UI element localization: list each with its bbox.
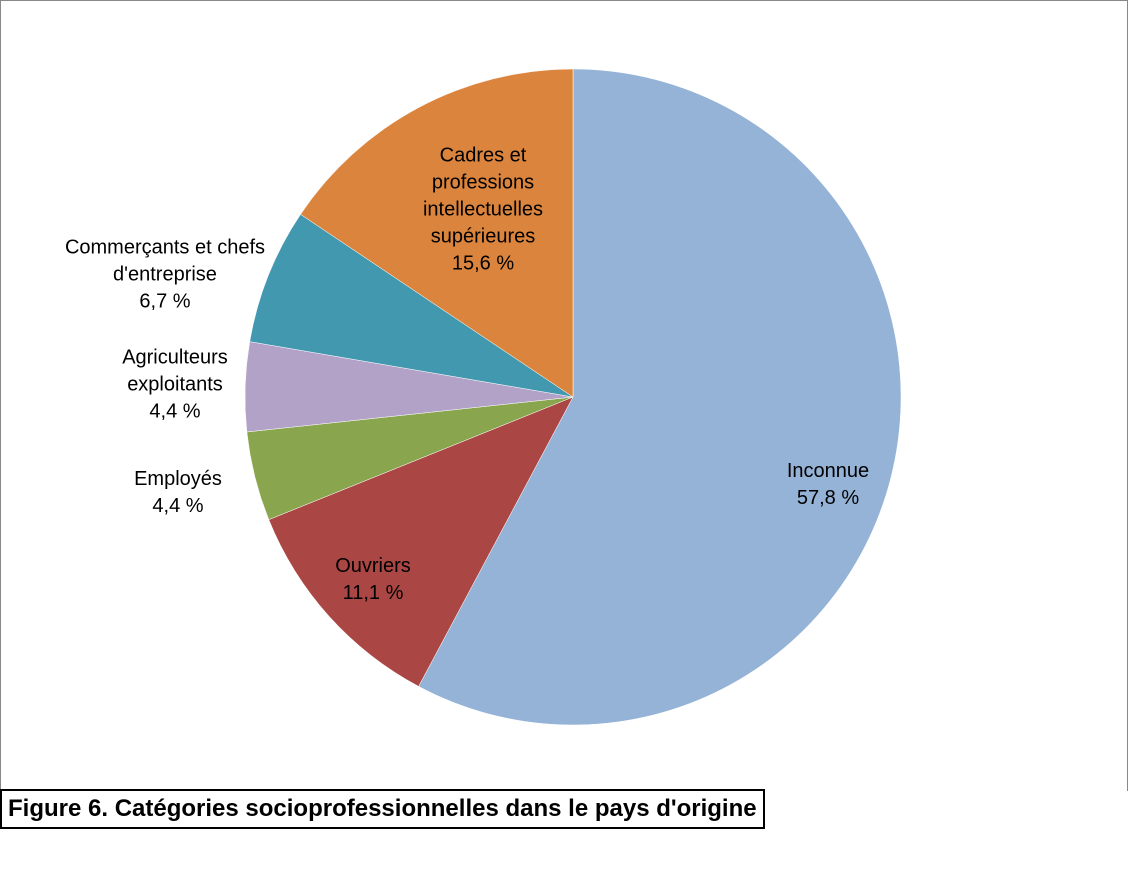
category-label: Employés (134, 468, 222, 490)
category-label: Cadres et professions intellectuelles su… (422, 144, 544, 248)
value-label: 6,7 % (139, 290, 191, 313)
pie-slice (249, 213, 574, 398)
pie-slice (418, 68, 902, 726)
value-label: 57,8 % (796, 487, 860, 509)
pie-slice (268, 396, 574, 687)
category-label: Agriculteurs exploitants (122, 346, 228, 396)
value-label: 11,1 % (342, 582, 404, 604)
pie-slice (300, 68, 574, 398)
slice-label: Cadres et professions intellectuelles su… (393, 143, 573, 278)
category-label: Ouvriers (335, 555, 411, 577)
value-label: 4,4 % (152, 495, 204, 517)
slice-label: Ouvriers 11,1 % (313, 553, 433, 607)
category-label: Inconnue (786, 460, 870, 482)
value-label: 15,6 % (451, 252, 515, 275)
value-label: 4,4 % (149, 400, 201, 423)
category-label: Commerçants et chefs d'entreprise (64, 236, 266, 286)
slice-label: Employés 4,4 % (118, 466, 238, 520)
slice-label: Inconnue 57,8 % (768, 458, 888, 512)
slice-label: Commerçants et chefs d'entreprise 6,7 % (60, 235, 270, 316)
slice-label: Agriculteurs exploitants 4,4 % (100, 345, 250, 426)
chart-title: Figure 6. Catégories socioprofessionnell… (0, 789, 765, 829)
